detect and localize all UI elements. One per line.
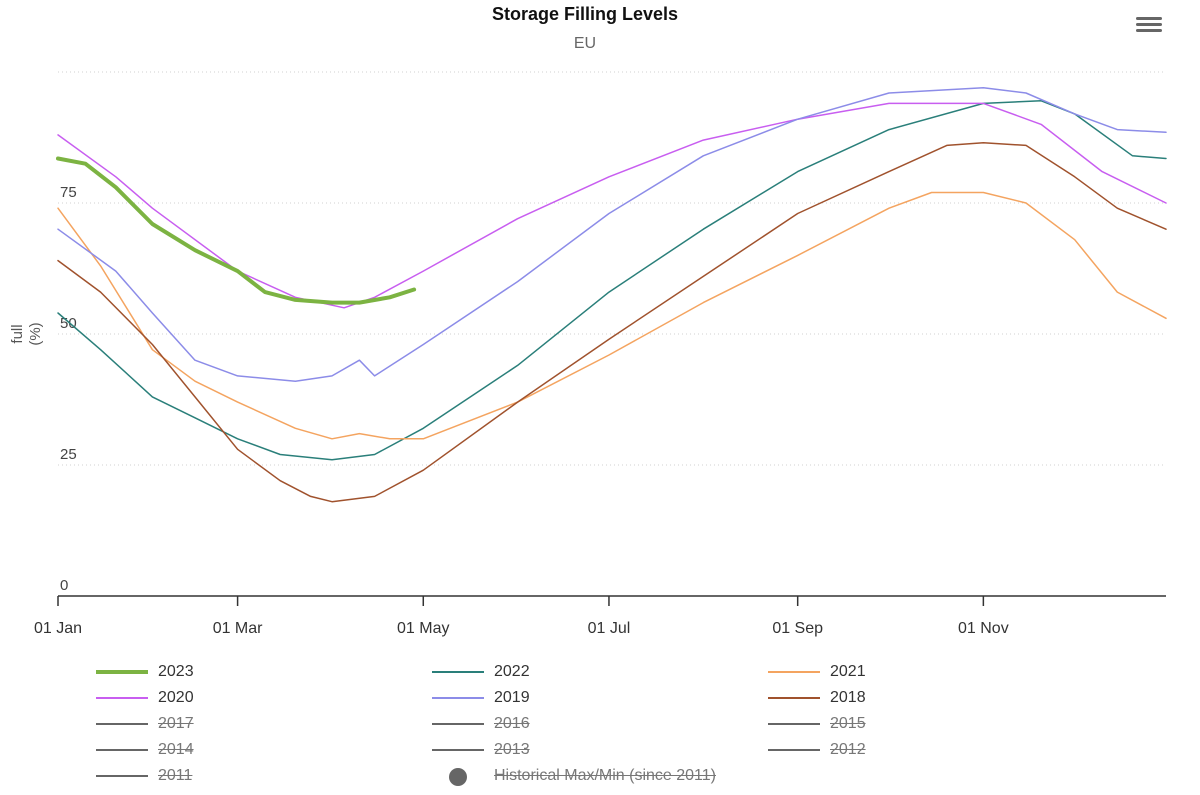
legend-label: 2019 <box>494 689 530 706</box>
series-line-2023 <box>56 156 417 305</box>
legend-line-icon <box>768 740 820 760</box>
series-line-2020 <box>57 102 1167 309</box>
x-tick-label: 01 Nov <box>958 620 1009 637</box>
legend-label: 2015 <box>830 715 866 732</box>
legend-item[interactable]: 2019 <box>432 686 530 710</box>
legend-label: Historical Max/Min (since 2011) <box>494 767 716 784</box>
legend-item[interactable]: 2011 <box>96 764 192 788</box>
legend: 2023 2022 2021 2020 2019 2018 2017 2016 2015 2014… <box>0 660 1200 795</box>
legend-item[interactable]: 2015 <box>768 712 866 736</box>
series-line-2019 <box>57 86 1167 382</box>
legend-item[interactable]: 2017 <box>96 712 194 736</box>
legend-line-icon <box>768 714 820 734</box>
chart-subtitle: EU <box>573 35 597 52</box>
x-tick-label: 01 Jan <box>34 620 82 637</box>
legend-label: 2023 <box>158 663 194 680</box>
legend-item[interactable]: 2021 <box>768 660 866 684</box>
legend-line-icon <box>432 714 484 734</box>
legend-label: 2012 <box>830 741 866 758</box>
x-tick-label: 01 Mar <box>213 620 263 637</box>
legend-label: 2017 <box>158 715 194 732</box>
legend-item[interactable]: 2012 <box>768 738 866 762</box>
legend-line-icon <box>432 662 484 682</box>
legend-label: 2021 <box>830 663 866 680</box>
legend-item[interactable]: 2023 <box>96 660 194 684</box>
legend-item[interactable]: 2018 <box>768 686 866 710</box>
y-tick-label: 25 <box>60 446 77 463</box>
legend-line-icon <box>96 740 148 760</box>
chart-title: Storage Filling Levels <box>491 4 679 24</box>
legend-line-icon <box>96 766 148 786</box>
legend-line-icon <box>96 688 148 708</box>
legend-line-icon <box>432 688 484 708</box>
legend-item[interactable]: Historical Max/Min (since 2011) <box>432 764 716 788</box>
legend-line-icon <box>768 662 820 682</box>
y-tick-label: 75 <box>60 184 77 201</box>
series-line-2021 <box>57 191 1167 440</box>
legend-label: 2022 <box>494 663 530 680</box>
legend-label: 2011 <box>158 767 193 784</box>
series-line-2022 <box>57 100 1167 461</box>
legend-item[interactable]: 2014 <box>96 738 194 762</box>
legend-label: 2020 <box>158 689 194 706</box>
legend-item[interactable]: 2013 <box>432 738 530 762</box>
series-line-2018 <box>57 141 1167 503</box>
x-tick-label: 01 Sep <box>772 620 823 637</box>
legend-line-icon <box>768 688 820 708</box>
legend-item[interactable]: 2020 <box>96 686 194 710</box>
legend-label: 2014 <box>158 741 194 758</box>
y-tick-label: 0 <box>60 577 68 594</box>
legend-dot-icon <box>432 766 484 786</box>
legend-label: 2013 <box>494 741 530 758</box>
legend-item[interactable]: 2022 <box>432 660 530 684</box>
x-tick-label: 01 May <box>397 620 449 637</box>
legend-label: 2016 <box>494 715 530 732</box>
y-axis-label: full(%) <box>9 322 44 345</box>
legend-line-icon <box>432 740 484 760</box>
legend-line-icon <box>96 662 148 682</box>
legend-label: 2018 <box>830 689 866 706</box>
x-tick-label: 01 Jul <box>588 620 631 637</box>
legend-line-icon <box>96 714 148 734</box>
legend-item[interactable]: 2016 <box>432 712 530 736</box>
hamburger-menu-icon[interactable] <box>1134 14 1164 40</box>
